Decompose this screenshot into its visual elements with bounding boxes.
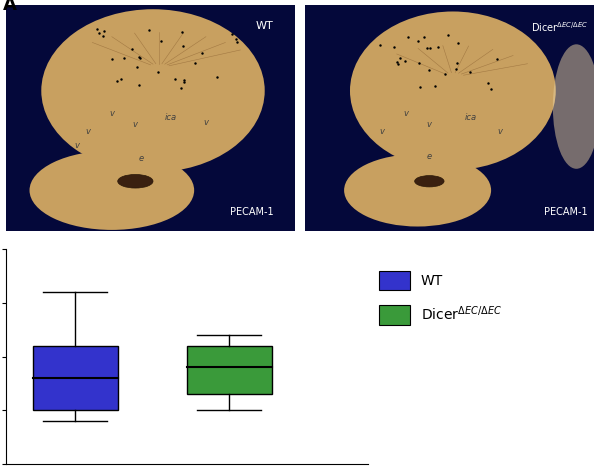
Ellipse shape — [553, 44, 600, 169]
Text: v: v — [380, 127, 385, 136]
Bar — [6, 5, 297, 231]
Ellipse shape — [415, 175, 444, 187]
Text: v: v — [109, 109, 115, 118]
Ellipse shape — [29, 151, 194, 230]
Bar — [187, 346, 272, 394]
Text: ica: ica — [464, 113, 476, 122]
Text: v: v — [403, 109, 409, 118]
Text: v: v — [427, 120, 432, 129]
Text: v: v — [203, 118, 208, 127]
Text: PECAM-1: PECAM-1 — [544, 207, 588, 218]
Bar — [295, 5, 305, 231]
Ellipse shape — [41, 9, 265, 172]
Bar — [305, 5, 594, 231]
Text: Dicer$^{\Delta EC/\Delta EC}$: Dicer$^{\Delta EC/\Delta EC}$ — [531, 21, 588, 34]
Ellipse shape — [118, 174, 153, 188]
Text: v: v — [497, 127, 502, 136]
Ellipse shape — [344, 154, 491, 227]
Bar — [33, 346, 118, 410]
Text: e: e — [139, 154, 144, 163]
Text: v: v — [133, 120, 138, 129]
Text: PECAM-1: PECAM-1 — [230, 207, 274, 218]
Text: WT: WT — [256, 21, 274, 30]
Ellipse shape — [350, 11, 556, 170]
Text: ica: ica — [164, 113, 177, 122]
Legend: WT, Dicer$^{\Delta EC/\Delta EC}$: WT, Dicer$^{\Delta EC/\Delta EC}$ — [375, 266, 506, 329]
Text: e: e — [427, 152, 432, 161]
Text: A: A — [3, 0, 17, 14]
Text: v: v — [86, 127, 91, 136]
Text: v: v — [74, 141, 79, 150]
